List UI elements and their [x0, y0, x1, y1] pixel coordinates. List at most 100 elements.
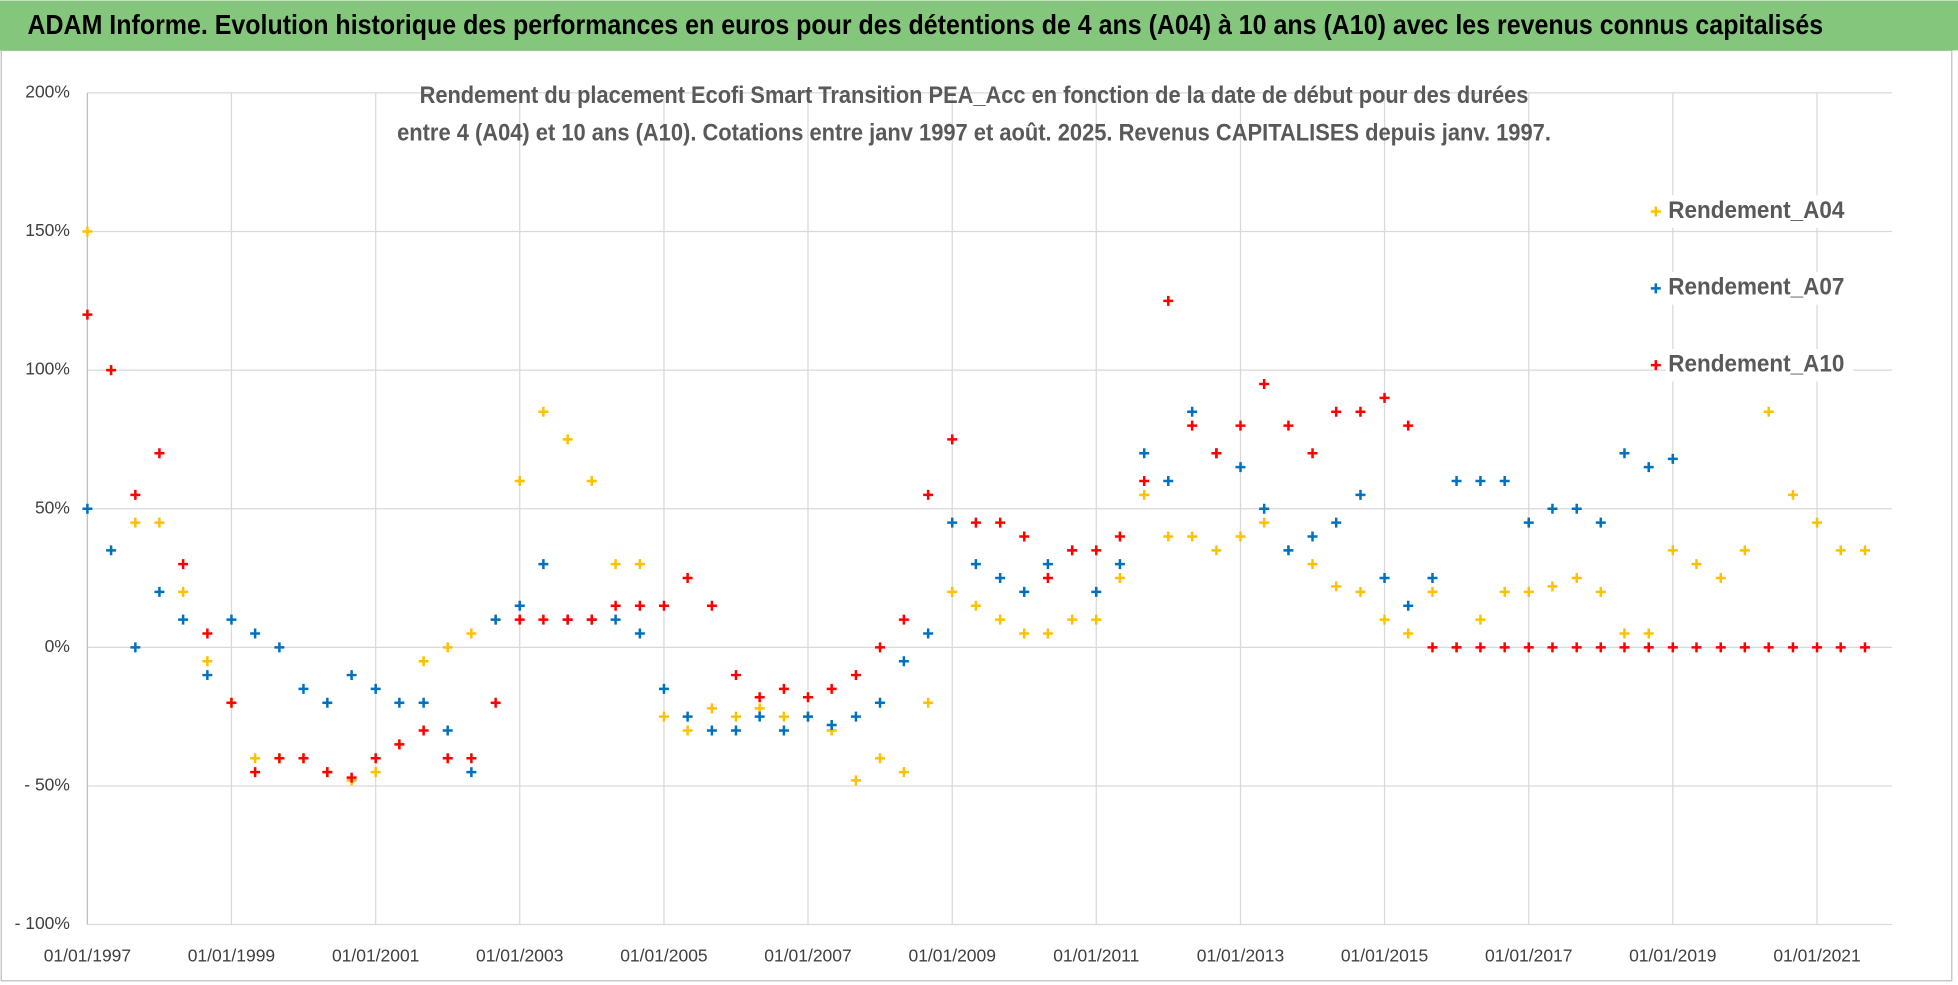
point [418, 697, 429, 708]
point [1691, 642, 1702, 653]
x-tick-label: 01/01/2011 [1053, 946, 1139, 966]
point [1379, 614, 1390, 625]
point [875, 753, 886, 764]
point [1667, 642, 1678, 653]
point [706, 600, 717, 611]
point [898, 656, 909, 667]
point [1739, 545, 1750, 556]
y-tick-label: 0% [45, 636, 70, 656]
chart-title: Rendement du placement Ecofi Smart Trans… [420, 83, 1529, 109]
point [154, 517, 165, 528]
point [466, 753, 477, 764]
x-tick-label: 01/01/2015 [1341, 946, 1428, 966]
point [730, 725, 741, 736]
x-tick-label: 01/01/2021 [1773, 946, 1860, 966]
point [923, 628, 934, 639]
point [322, 697, 333, 708]
title-bar [0, 0, 1958, 51]
point [1739, 642, 1750, 653]
point [250, 753, 261, 764]
point [658, 600, 669, 611]
point [1715, 573, 1726, 584]
point [970, 517, 981, 528]
point [1787, 642, 1798, 653]
point [442, 725, 453, 736]
point [1211, 545, 1222, 556]
y-tick-label: 200% [25, 82, 70, 102]
point [706, 725, 717, 736]
point [250, 767, 261, 778]
point [562, 434, 573, 445]
point [1139, 448, 1150, 459]
point [778, 725, 789, 736]
point [1859, 642, 1870, 653]
point [850, 670, 861, 681]
point [1763, 642, 1774, 653]
point [1019, 586, 1030, 597]
point [274, 753, 285, 764]
legend-marker [1650, 206, 1661, 217]
point [1235, 462, 1246, 473]
point [178, 614, 189, 625]
point [826, 683, 837, 694]
point [634, 559, 645, 570]
point [202, 656, 213, 667]
point [1715, 642, 1726, 653]
point [346, 772, 357, 783]
point [898, 614, 909, 625]
legend-label: Rendement_A04 [1668, 198, 1845, 224]
point [1091, 614, 1102, 625]
point [178, 586, 189, 597]
point [1643, 642, 1654, 653]
point [1019, 628, 1030, 639]
point [1835, 545, 1846, 556]
point [586, 476, 597, 487]
point [1667, 453, 1678, 464]
legend-label: Rendement_A10 [1668, 351, 1844, 377]
point [610, 559, 621, 570]
point [442, 753, 453, 764]
point [1331, 581, 1342, 592]
point [706, 703, 717, 714]
point [154, 586, 165, 597]
point [1091, 545, 1102, 556]
point [682, 711, 693, 722]
point [562, 614, 573, 625]
point [1499, 642, 1510, 653]
point [370, 683, 381, 694]
point [802, 692, 813, 703]
point [1114, 573, 1125, 584]
point [1019, 531, 1030, 542]
point [418, 725, 429, 736]
legend-label: Rendement_A07 [1668, 275, 1844, 301]
point [1427, 642, 1438, 653]
x-tick-label: 01/01/2009 [909, 946, 996, 966]
point [1403, 628, 1414, 639]
point [1523, 586, 1534, 597]
point [826, 719, 837, 730]
x-tick-label: 01/01/2013 [1197, 946, 1284, 966]
point [394, 739, 405, 750]
point [898, 767, 909, 778]
point [923, 489, 934, 500]
point [802, 711, 813, 722]
point [1139, 489, 1150, 500]
point [1547, 503, 1558, 514]
point [1187, 531, 1198, 542]
point [1163, 295, 1174, 306]
point [1427, 586, 1438, 597]
point [1307, 448, 1318, 459]
point [82, 309, 93, 320]
point [1355, 406, 1366, 417]
legend-marker [1650, 283, 1661, 294]
point [1091, 586, 1102, 597]
point [274, 642, 285, 653]
point [154, 448, 165, 459]
point [634, 628, 645, 639]
point [202, 670, 213, 681]
point [1475, 614, 1486, 625]
legend-bg [1665, 348, 1854, 382]
point [970, 600, 981, 611]
